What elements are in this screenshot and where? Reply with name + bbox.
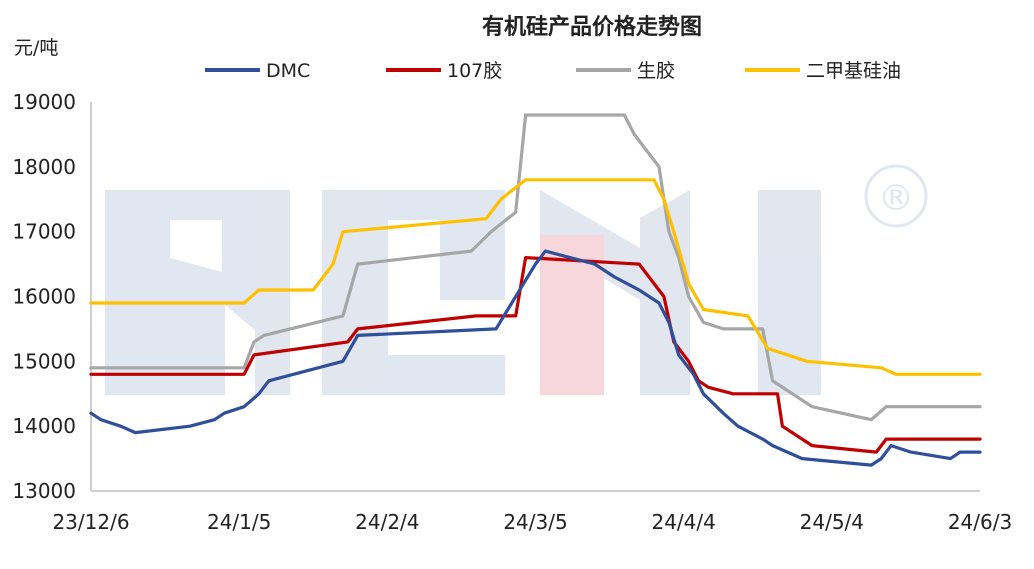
x-tick-label: 24/2/4 — [355, 510, 419, 534]
legend-label: 生胶 — [637, 60, 675, 82]
watermark-letter-4 — [758, 190, 821, 395]
y-tick-label: 16000 — [12, 285, 76, 309]
x-tick-label: 24/6/3 — [948, 510, 1012, 534]
registered-mark: ® — [878, 178, 914, 219]
registered-mark-circle — [864, 164, 928, 228]
y-tick-label: 15000 — [12, 349, 76, 373]
legend-label: 107胶 — [447, 60, 502, 82]
y-tick-label: 18000 — [12, 155, 76, 179]
series-line-3 — [89, 113, 982, 422]
x-tick-label: 24/3/5 — [503, 510, 567, 534]
legend-label: 二甲基硅油 — [806, 60, 901, 82]
series-line-1 — [89, 249, 982, 467]
x-tick-label: 23/12/6 — [52, 510, 129, 534]
watermark-letter-1 — [105, 190, 290, 395]
y-tick-label: 19000 — [12, 90, 76, 114]
series-line-4 — [89, 178, 982, 376]
y-axis-unit: 元/吨 — [14, 37, 58, 59]
x-tick-label: 24/4/4 — [651, 510, 715, 534]
x-tick-label: 24/1/5 — [207, 510, 271, 534]
y-tick-label: 14000 — [12, 414, 76, 438]
series-lines — [89, 113, 982, 467]
watermark-logo: ® — [105, 164, 928, 395]
x-tick-label: 24/5/4 — [800, 510, 864, 534]
watermark-letter-2 — [322, 190, 505, 395]
y-tick-label: 13000 — [12, 479, 76, 503]
x-axis-ticks: 23/12/6 24/1/5 24/2/4 24/3/5 24/4/4 24/5/4 24/… — [52, 510, 1012, 534]
y-axis-ticks: 13000 14000 15000 16000 17000 18000 19000 — [12, 90, 76, 503]
chart-title: 有机硅产品价格走势图 — [482, 14, 702, 40]
legend-label: DMC — [266, 60, 310, 82]
legend: DMC 107胶 生胶 二甲基硅油 — [205, 60, 901, 82]
y-tick-label: 17000 — [12, 220, 76, 244]
